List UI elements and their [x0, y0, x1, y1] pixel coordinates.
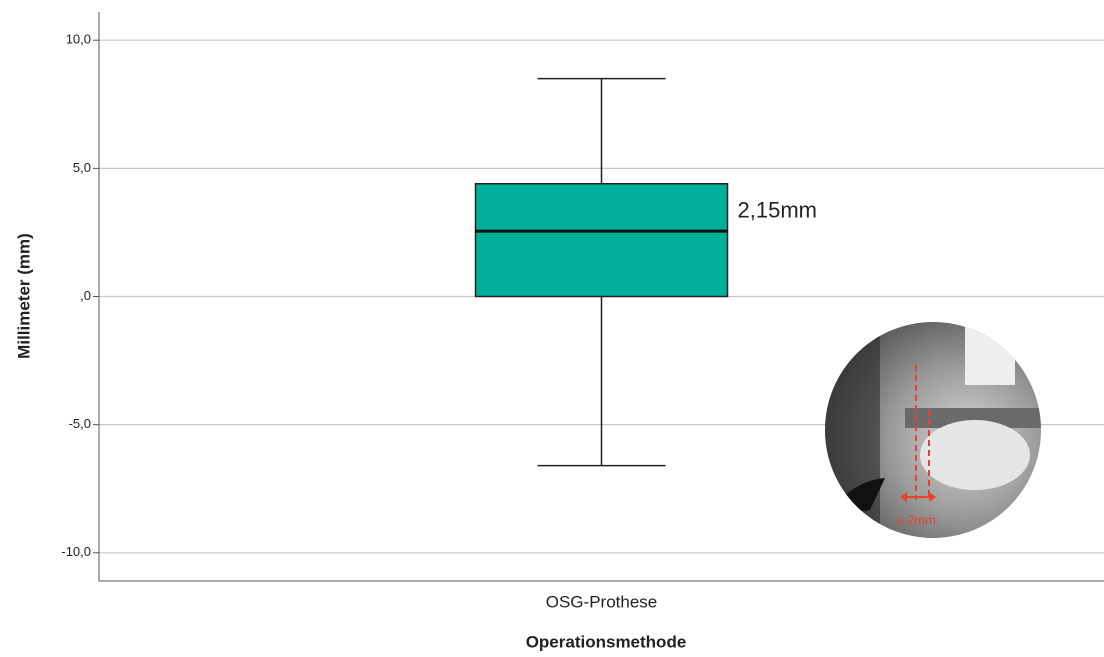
- inset-implant: [965, 322, 1015, 385]
- inset-implant: [920, 420, 1030, 490]
- x-axis-title: Operationsmethode: [526, 632, 687, 651]
- y-tick-label: 5,0: [73, 160, 91, 175]
- inset-image: ≥ 2mm: [825, 322, 1041, 538]
- y-tick-label: -10,0: [61, 544, 91, 559]
- box: [474, 182, 729, 298]
- y-tick-label: ,0: [80, 288, 91, 303]
- x-tick-label: OSG-Prothese: [546, 592, 658, 611]
- y-tick-label: -5,0: [69, 416, 91, 431]
- inset-gap: [905, 408, 1041, 428]
- annotation: 2,15mm: [738, 198, 817, 223]
- y-tick-label: 10,0: [66, 32, 91, 47]
- inset-label: ≥ 2mm: [896, 512, 936, 527]
- y-axis-title: Millimeter (mm): [14, 233, 33, 359]
- inset-shade: [825, 322, 880, 538]
